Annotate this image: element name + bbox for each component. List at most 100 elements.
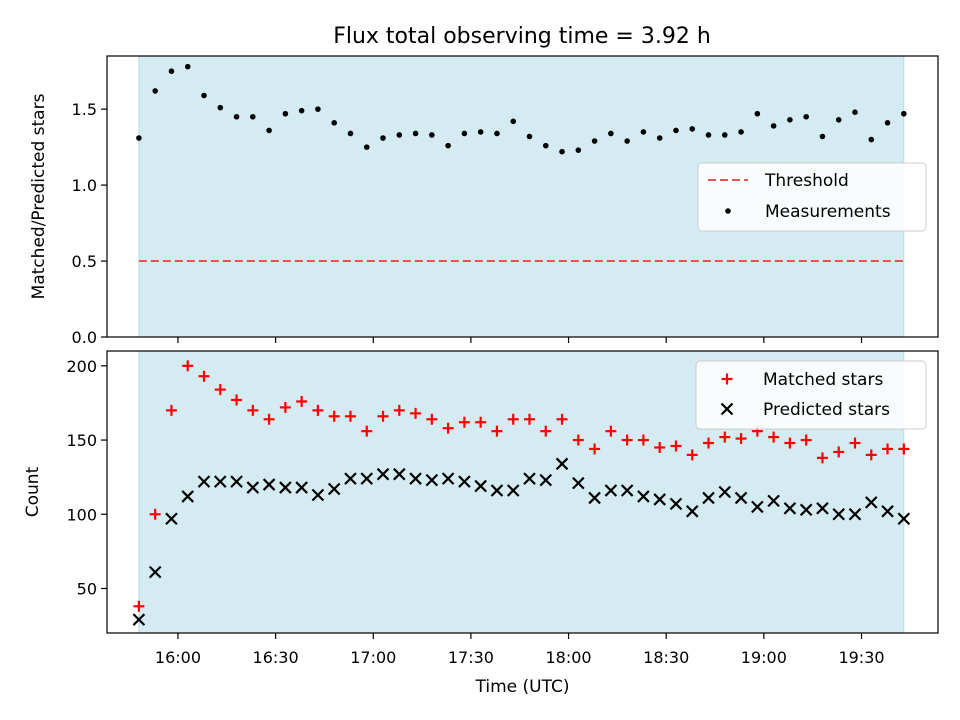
predicted-stars-point-b bbox=[197, 475, 211, 488]
measurement-point bbox=[250, 113, 256, 120]
predicted-stars-point bbox=[832, 507, 846, 521]
predicted-stars-point bbox=[132, 613, 146, 626]
matched-stars-point bbox=[475, 416, 487, 428]
measurement-point bbox=[347, 130, 354, 137]
matched-stars-point bbox=[800, 434, 812, 446]
top-x-axis-ticks bbox=[177, 337, 863, 343]
matched-stars-point bbox=[898, 443, 910, 455]
x-tick-label: 16:30 bbox=[253, 648, 299, 667]
predicted-stars-point bbox=[441, 472, 455, 485]
matched-stars-point bbox=[686, 449, 698, 461]
predicted-stars-point-b bbox=[572, 476, 585, 490]
matched-stars-point bbox=[768, 431, 780, 443]
measurement-point bbox=[494, 130, 500, 137]
predicted-stars-point bbox=[881, 505, 894, 518]
predicted-stars-point bbox=[523, 472, 536, 485]
predicted-stars-point-b bbox=[832, 507, 846, 521]
predicted-stars-point bbox=[344, 472, 357, 485]
measurement-point bbox=[477, 129, 484, 135]
predicted-stars-point bbox=[539, 473, 553, 487]
predicted-stars-point-b bbox=[376, 467, 390, 481]
predicted-stars-point-b bbox=[620, 484, 634, 497]
top-axes-frame bbox=[106, 55, 939, 338]
x-tick-label: 17:30 bbox=[448, 648, 494, 667]
matched-stars-point bbox=[149, 508, 161, 520]
predicted-stars-point bbox=[506, 484, 520, 497]
matched-stars-point bbox=[279, 401, 291, 413]
predicted-stars-point-b bbox=[751, 500, 764, 514]
measurement-point bbox=[412, 130, 419, 137]
predicted-stars-point bbox=[848, 507, 862, 521]
predicted-stars-point bbox=[279, 481, 292, 494]
predicted-stars-point bbox=[181, 490, 195, 503]
measurement-point bbox=[754, 110, 761, 117]
predicted-stars-point bbox=[555, 457, 569, 471]
predicted-stars-point bbox=[213, 475, 227, 488]
predicted-stars-point-b bbox=[685, 505, 699, 518]
measurement-point bbox=[184, 63, 191, 70]
matched-stars-point bbox=[247, 404, 259, 416]
measurement-point bbox=[526, 133, 533, 140]
predicted-stars-point-b bbox=[132, 613, 146, 626]
matched-stars-point bbox=[442, 422, 454, 434]
predicted-stars-point bbox=[604, 484, 618, 497]
predicted-stars-point bbox=[637, 490, 650, 503]
legend-predicted-swatch bbox=[720, 402, 734, 416]
predicted-stars-point-b bbox=[637, 490, 650, 503]
predicted-stars-point bbox=[620, 484, 634, 497]
x-tick-label: 18:00 bbox=[546, 648, 592, 667]
predicted-stars-point bbox=[669, 497, 683, 511]
predicted-stars-point-b bbox=[864, 496, 878, 509]
matched-stars-point bbox=[637, 434, 649, 446]
matched-stars-point bbox=[540, 425, 552, 437]
matched-stars-point bbox=[816, 452, 828, 464]
predicted-stars-point-b bbox=[734, 491, 748, 505]
matched-stars-point bbox=[670, 440, 682, 452]
measurement-point bbox=[575, 147, 582, 153]
measurement-point bbox=[608, 130, 614, 137]
predicted-stars-point bbox=[751, 500, 764, 514]
predicted-stars-point bbox=[474, 479, 487, 493]
measurement-point bbox=[396, 132, 403, 138]
matched-stars-point bbox=[182, 360, 194, 372]
predicted-stars-point-b bbox=[279, 481, 292, 494]
predicted-stars-point-b bbox=[165, 512, 178, 525]
legend-box bbox=[697, 162, 927, 232]
predicted-stars-point-b bbox=[555, 457, 569, 471]
legend-measurements-label: Measurements bbox=[765, 202, 891, 222]
matched-stars-point bbox=[410, 407, 422, 419]
matched-stars-point bbox=[263, 413, 275, 425]
predicted-stars-point-b bbox=[393, 467, 406, 481]
x-axis-label: Time (UTC) bbox=[475, 677, 570, 697]
predicted-stars-point bbox=[685, 505, 699, 518]
matched-stars-point bbox=[703, 437, 715, 449]
matched-stars-point bbox=[361, 425, 373, 437]
measurement-point bbox=[266, 127, 272, 134]
predicted-stars-point bbox=[588, 491, 601, 505]
matched-stars-point bbox=[735, 433, 747, 445]
matched-stars-point bbox=[377, 410, 389, 422]
measurement-point bbox=[315, 106, 321, 112]
matched-stars-point bbox=[523, 413, 535, 425]
predicted-stars-point-b bbox=[848, 507, 862, 521]
predicted-stars-point-b bbox=[409, 472, 422, 485]
predicted-stars-point-b bbox=[539, 473, 553, 487]
predicted-stars-point bbox=[897, 512, 911, 525]
measurement-point bbox=[510, 118, 517, 125]
predicted-stars-point bbox=[230, 475, 243, 488]
bottom-y-tick-label: 50 bbox=[77, 579, 97, 598]
bottom-series-layer bbox=[132, 360, 911, 626]
x-tick-label: 18:30 bbox=[643, 648, 689, 667]
predicted-stars-point-b bbox=[783, 502, 797, 515]
bottom-y-tick-label: 150 bbox=[66, 431, 97, 450]
measurement-point bbox=[689, 126, 696, 132]
measurement-point bbox=[721, 132, 728, 138]
predicted-stars-point-b bbox=[799, 503, 813, 517]
legend-threshold-label: Threshold bbox=[764, 171, 849, 191]
predicted-stars-point-b bbox=[881, 505, 894, 518]
predicted-stars-point bbox=[783, 502, 797, 515]
measurement-point bbox=[282, 110, 289, 117]
predicted-stars-point-b bbox=[327, 482, 341, 496]
matched-stars-point bbox=[556, 413, 568, 425]
matched-stars-point bbox=[589, 443, 601, 455]
